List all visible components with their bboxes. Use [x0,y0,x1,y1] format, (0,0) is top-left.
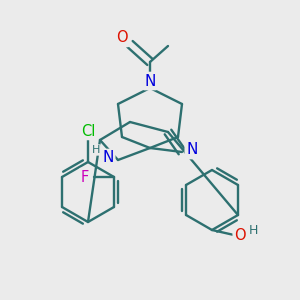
Text: F: F [81,169,89,184]
Text: O: O [116,31,128,46]
Text: O: O [234,227,246,242]
Text: H: H [92,145,100,155]
Text: N: N [102,151,114,166]
Text: H: H [249,224,258,236]
Text: N: N [186,142,198,158]
Text: N: N [144,74,156,88]
Text: Cl: Cl [81,124,95,139]
